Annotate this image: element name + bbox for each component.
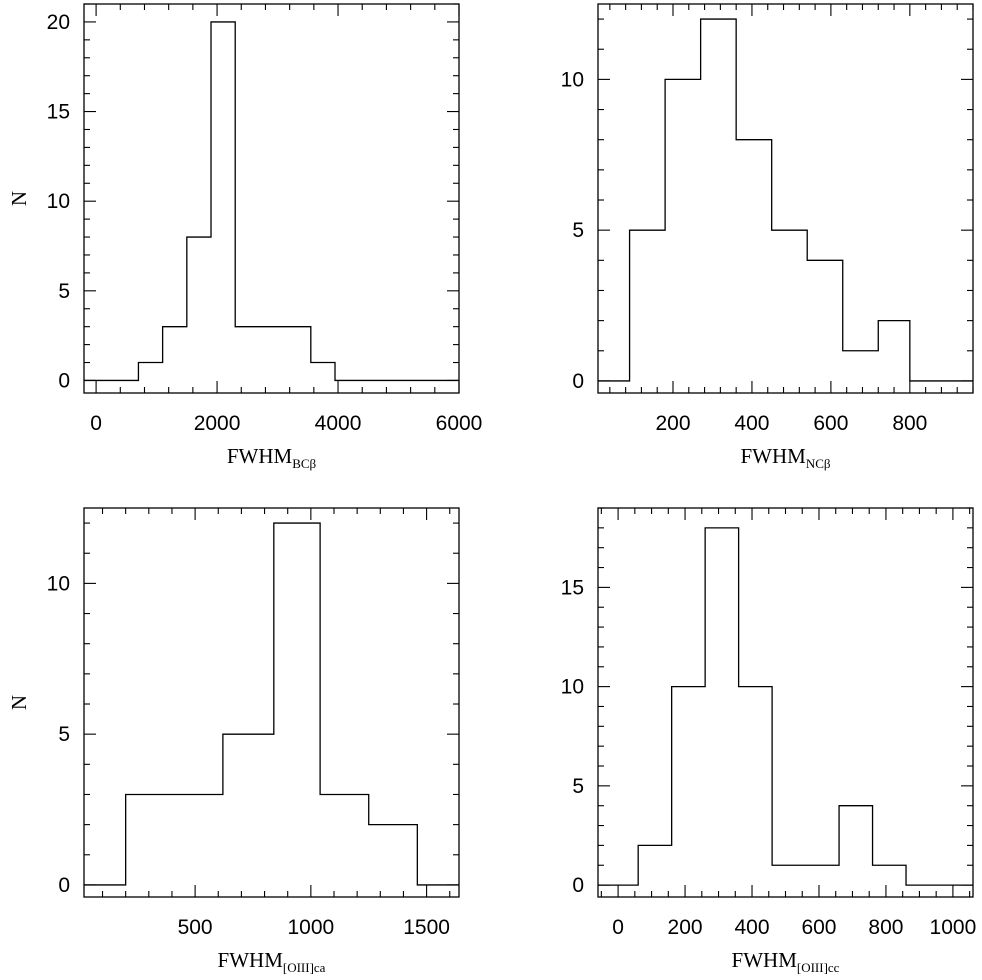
x-tick-label: 4000 — [315, 412, 362, 435]
histogram-bar — [287, 327, 311, 381]
x-tick-label: 800 — [892, 412, 927, 435]
histogram-bar — [630, 230, 666, 381]
x-tick-label: 0 — [612, 916, 624, 939]
plot-frame — [597, 3, 974, 394]
x-axis-label: FWHMNCβ — [740, 444, 830, 471]
x-tick-label: 1500 — [403, 916, 450, 939]
histogram-bar — [736, 140, 772, 381]
y-tick-label: 20 — [47, 11, 70, 34]
x-axis-label: FWHMBCβ — [227, 444, 317, 471]
y-tick-label: 0 — [58, 369, 70, 392]
y-tick-label: 10 — [47, 190, 70, 213]
histogram-bar — [638, 845, 671, 885]
histogram-bar — [839, 806, 872, 885]
x-axis-label-subscript: [OIII]cc — [797, 960, 840, 975]
y-tick-label: 0 — [572, 370, 584, 393]
histogram-bar — [369, 825, 418, 885]
plot-frame — [83, 3, 460, 394]
x-axis-label-subscript: BCβ — [292, 456, 316, 471]
histogram-outline — [84, 522, 459, 886]
histogram-bar — [705, 528, 738, 885]
x-tick-label: 1000 — [930, 916, 977, 939]
x-tick-label: 600 — [801, 916, 836, 939]
x-tick-label: 200 — [668, 916, 703, 939]
x-tick-label: 2000 — [194, 412, 241, 435]
histogram-bar — [187, 237, 211, 380]
x-tick-label: 0 — [90, 412, 102, 435]
y-tick-label: 10 — [561, 68, 584, 91]
histogram-bar — [163, 327, 187, 381]
y-tick-label: 10 — [561, 676, 584, 699]
y-tick-label: 5 — [58, 723, 70, 746]
y-tick-label: 5 — [58, 280, 70, 303]
histogram-bar — [126, 794, 223, 884]
y-axis-label: N — [7, 191, 31, 206]
histogram-bar — [739, 687, 772, 885]
y-axis-label: N — [7, 695, 31, 710]
histogram-bar — [701, 19, 737, 381]
histogram-bar — [672, 687, 705, 885]
y-tick-label: 0 — [58, 874, 70, 897]
histogram-bar — [873, 865, 906, 885]
x-tick-label: 1000 — [287, 916, 334, 939]
plot-frame — [83, 507, 460, 898]
x-tick-label: 6000 — [436, 412, 483, 435]
panel-3: 500 1000 1500 0 5 10 FWHM[OIII]ca N — [7, 507, 460, 975]
histogram-bar — [807, 260, 843, 381]
x-axis-label: FWHM[OIII]cc — [732, 948, 840, 975]
y-tick-label: 5 — [572, 775, 584, 798]
histogram-bar — [772, 865, 839, 885]
histogram-bar — [878, 321, 910, 381]
x-tick-label: 400 — [734, 412, 769, 435]
panel-1: 0 2000 4000 6000 0 5 10 15 20 FWHMBCβ N — [7, 3, 483, 471]
x-tick-label: 800 — [868, 916, 903, 939]
x-axis-label-subscript: [OIII]ca — [283, 960, 326, 975]
x-axis-label: FWHM[OIII]ca — [218, 948, 326, 975]
x-tick-label: 600 — [813, 412, 848, 435]
plot-frame — [597, 507, 974, 898]
x-tick-label: 500 — [178, 916, 213, 939]
histogram-bar — [211, 22, 235, 381]
panel-2: 200 400 600 800 0 5 10 FWHMNCβ — [561, 3, 974, 471]
x-axis-label-subscript: NCβ — [806, 456, 831, 471]
x-tick-label: 400 — [734, 916, 769, 939]
histogram-bar — [843, 351, 879, 381]
histogram-bar — [665, 79, 701, 381]
histogram-bar — [138, 363, 162, 381]
y-tick-label: 15 — [47, 101, 70, 124]
histogram-outline — [598, 18, 973, 382]
histogram-bar — [311, 363, 335, 381]
y-tick-label: 5 — [572, 219, 584, 242]
y-tick-label: 0 — [572, 874, 584, 897]
histogram-bar — [320, 794, 369, 884]
histogram-bar — [235, 327, 286, 381]
y-tick-label: 15 — [561, 576, 584, 599]
histogram-bar — [223, 734, 274, 885]
histogram-outline — [84, 21, 459, 382]
x-tick-label: 200 — [655, 412, 690, 435]
panel-4: 0 200 400 600 800 1000 0 5 10 15 FWHM[OIII]cc — [561, 507, 977, 975]
y-tick-label: 10 — [47, 572, 70, 595]
histogram-outline — [598, 527, 973, 886]
histogram-bar — [274, 523, 320, 885]
histogram-bar — [772, 230, 808, 381]
